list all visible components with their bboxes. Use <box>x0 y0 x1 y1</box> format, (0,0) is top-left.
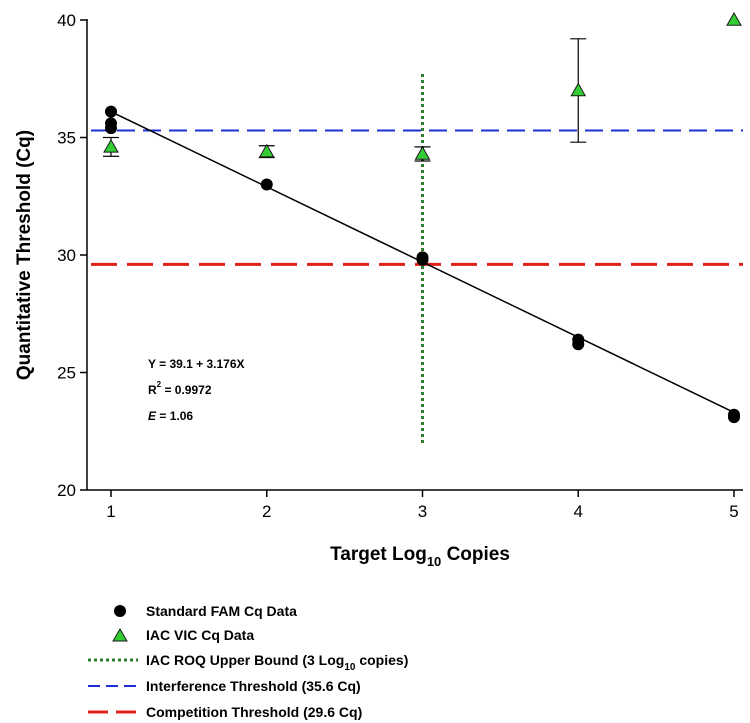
y-axis-label: Quantitative Threshold (Cq) <box>14 130 35 380</box>
fam-point-9 <box>728 411 740 424</box>
series-standard-fam <box>105 105 740 424</box>
fam-point-5 <box>416 253 429 266</box>
legend: Standard FAM Cq Data IAC VIC Cq Data IAC… <box>88 603 408 720</box>
y-tick-label-30: 30 <box>57 246 76 265</box>
legend-symbol-iac <box>112 628 128 642</box>
fam-point-7 <box>572 338 585 351</box>
iac-point-0 <box>103 138 119 153</box>
iac-point-3 <box>570 82 587 97</box>
iac-point-2 <box>414 145 431 160</box>
x-tick-label-3: 3 <box>418 502 427 521</box>
fam-point-3 <box>260 178 273 191</box>
legend-label-fam: Standard FAM Cq Data <box>146 603 297 619</box>
y-tick-label-40: 40 <box>57 11 76 30</box>
y-tick-label-35: 35 <box>57 129 76 148</box>
legend-label-competition: Competition Threshold (29.6 Cq) <box>146 704 362 720</box>
equation-efficiency: E = 1.06 <box>148 409 193 423</box>
y-ticks: 20 25 30 35 40 <box>57 11 87 500</box>
equation-line: Y = 39.1 + 3.176X <box>148 357 245 371</box>
y-tick-label-20: 20 <box>57 481 76 500</box>
equation-r2: R2 = 0.9972 <box>148 380 212 397</box>
x-tick-label-1: 1 <box>106 502 115 521</box>
iac-point-4 <box>726 11 742 26</box>
legend-label-roq: IAC ROQ Upper Bound (3 Log10 copies) <box>146 652 408 673</box>
x-tick-label-5: 5 <box>729 502 738 521</box>
fam-point-0 <box>105 105 117 118</box>
x-tick-label-2: 2 <box>262 502 271 521</box>
legend-label-interference: Interference Threshold (35.6 Cq) <box>146 678 361 694</box>
reference-lines <box>91 74 743 443</box>
iac-point-1 <box>258 143 275 158</box>
legend-label-iac: IAC VIC Cq Data <box>146 627 254 643</box>
legend-symbol-fam <box>114 605 126 617</box>
x-tick-label-4: 4 <box>574 502 583 521</box>
series-iac-vic <box>103 11 742 162</box>
regression-equation: Y = 39.1 + 3.176X R2 = 0.9972 E = 1.06 <box>148 357 245 423</box>
y-tick-label-25: 25 <box>57 364 76 383</box>
x-axis-label: Target Log10 Copies <box>330 544 510 569</box>
x-ticks: 1 2 3 4 5 <box>106 490 739 521</box>
fam-point-2 <box>105 122 117 135</box>
